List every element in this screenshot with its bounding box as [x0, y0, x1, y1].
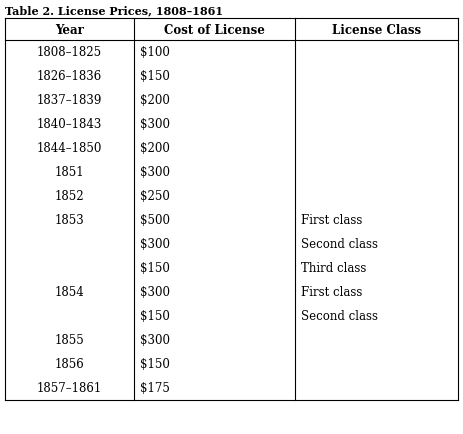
Text: $150: $150	[140, 358, 170, 371]
Text: Third class: Third class	[301, 262, 366, 275]
Text: 1854: 1854	[55, 286, 84, 299]
Text: 1837–1839: 1837–1839	[37, 94, 102, 107]
Text: $150: $150	[140, 70, 170, 83]
Text: First class: First class	[301, 286, 362, 299]
Text: 1844–1850: 1844–1850	[37, 142, 102, 155]
Text: Second class: Second class	[301, 310, 378, 323]
Text: 1855: 1855	[55, 334, 84, 347]
Text: $150: $150	[140, 310, 170, 323]
Text: $300: $300	[140, 166, 170, 179]
Text: 1852: 1852	[55, 190, 84, 203]
Text: 1853: 1853	[55, 214, 84, 227]
Text: 1808–1825: 1808–1825	[37, 46, 102, 59]
Text: First class: First class	[301, 214, 362, 227]
Text: 1857–1861: 1857–1861	[37, 381, 102, 395]
Text: $100: $100	[140, 46, 170, 59]
Text: $300: $300	[140, 334, 170, 347]
Text: $500: $500	[140, 214, 170, 227]
Text: 1851: 1851	[55, 166, 84, 179]
Text: $150: $150	[140, 262, 170, 275]
Text: $300: $300	[140, 286, 170, 299]
Text: Second class: Second class	[301, 238, 378, 251]
Text: Table 2. License Prices, 1808–1861: Table 2. License Prices, 1808–1861	[5, 5, 223, 16]
Text: Cost of License: Cost of License	[164, 23, 265, 36]
Text: $200: $200	[140, 94, 170, 107]
Text: $300: $300	[140, 118, 170, 131]
Text: $250: $250	[140, 190, 170, 203]
Text: $175: $175	[140, 381, 170, 395]
Text: 1856: 1856	[55, 358, 84, 371]
Text: $300: $300	[140, 238, 170, 251]
Text: $200: $200	[140, 142, 170, 155]
Text: Year: Year	[55, 23, 84, 36]
Text: License Class: License Class	[332, 23, 421, 36]
Text: 1826–1836: 1826–1836	[37, 70, 102, 83]
Text: 1840–1843: 1840–1843	[37, 118, 102, 131]
